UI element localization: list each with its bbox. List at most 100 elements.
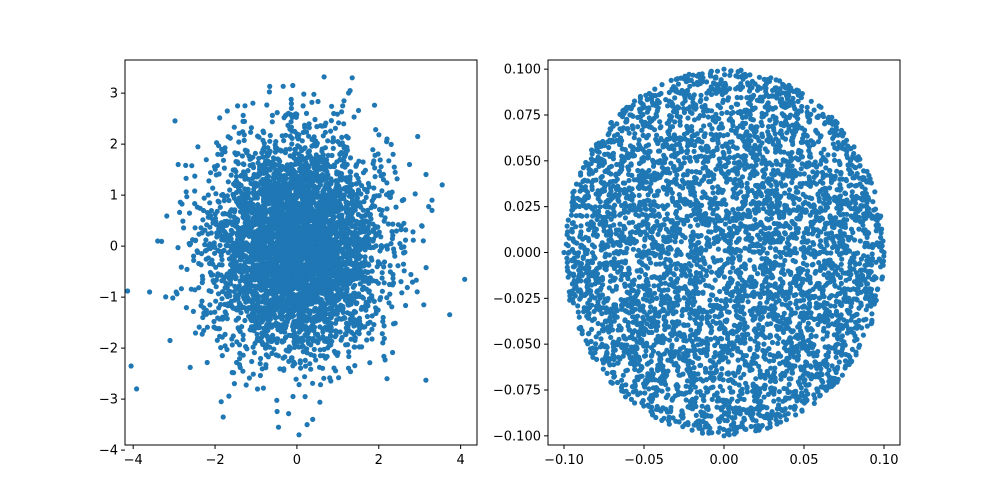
scatter-point	[378, 164, 384, 170]
scatter-point	[326, 245, 332, 251]
scatter-point	[404, 284, 410, 291]
scatter-point	[328, 231, 334, 237]
scatter-point	[310, 380, 316, 386]
scatter-point	[328, 342, 334, 348]
scatter-point	[423, 265, 429, 271]
scatter-point	[333, 258, 339, 264]
scatter-point	[287, 309, 293, 315]
scatter-point	[258, 181, 264, 187]
scatter-point	[183, 175, 189, 181]
scatter-point	[310, 416, 316, 422]
scatter-point	[241, 132, 247, 138]
scatter-point	[288, 119, 294, 125]
scatter-point	[233, 152, 239, 158]
scatter-point	[341, 145, 347, 151]
scatter-point	[243, 175, 249, 181]
scatter-point	[283, 285, 289, 291]
scatter-point	[244, 346, 250, 352]
scatter-point	[362, 247, 368, 253]
scatter-point	[281, 138, 287, 144]
scatter-point	[302, 122, 308, 128]
scatter-point	[233, 173, 240, 180]
scatter-point	[336, 214, 342, 220]
scatter-point	[325, 211, 332, 217]
scatter-point	[316, 221, 322, 227]
scatter-point	[202, 242, 208, 248]
scatter-point	[192, 225, 198, 231]
scatter-point	[183, 305, 189, 311]
scatter-point	[268, 301, 274, 307]
scatter-point	[252, 291, 258, 297]
scatter-point	[369, 313, 375, 319]
scatter-point	[235, 225, 241, 231]
scatter-point	[218, 253, 224, 259]
scatter-point	[353, 225, 359, 231]
scatter-point	[334, 242, 341, 248]
scatter-point	[298, 273, 305, 279]
scatter-point	[317, 281, 323, 287]
scatter-point	[281, 366, 287, 372]
scatter-point	[350, 310, 357, 316]
scatter-point	[369, 257, 375, 263]
scatter-point	[346, 349, 352, 355]
scatter-point	[236, 287, 243, 293]
scatter-point	[423, 377, 429, 383]
scatter-point	[329, 282, 335, 288]
scatter-point	[373, 278, 379, 284]
scatter-point	[307, 361, 313, 367]
scatter-point	[393, 204, 399, 210]
scatter-point	[274, 408, 280, 415]
scatter-point	[360, 159, 366, 165]
scatter-point	[379, 288, 385, 294]
scatter-point	[219, 353, 225, 359]
scatter-point	[200, 207, 207, 214]
scatter-point	[240, 112, 246, 118]
scatter-point	[285, 316, 291, 322]
scatter-point	[219, 278, 225, 284]
scatter-point	[213, 284, 219, 290]
scatter-point	[250, 301, 256, 307]
scatter-point	[345, 275, 351, 281]
scatter-point	[286, 192, 292, 199]
scatter-point	[134, 386, 140, 392]
scatter-point	[344, 327, 350, 333]
scatter-point	[311, 91, 317, 97]
scatter-point	[198, 251, 205, 257]
scatter-point	[315, 98, 321, 105]
scatter-point	[314, 194, 320, 200]
scatter-point	[381, 323, 387, 329]
scatter-point	[282, 219, 288, 225]
scatter-point	[181, 225, 187, 231]
scatter-point	[219, 237, 225, 243]
scatter-point	[355, 107, 362, 114]
scatter-point	[305, 233, 311, 239]
scatter-point	[309, 173, 315, 179]
scatter-point	[312, 215, 318, 221]
scatter-point	[388, 241, 394, 247]
scatter-point	[199, 331, 205, 337]
scatter-point	[285, 168, 291, 174]
scatter-point	[338, 149, 344, 156]
left-scatter-points	[125, 74, 468, 438]
scatter-point	[364, 313, 370, 320]
scatter-point	[275, 156, 281, 162]
scatter-point	[202, 227, 208, 233]
scatter-point	[335, 264, 341, 270]
scatter-point	[356, 245, 362, 251]
scatter-point	[284, 274, 291, 280]
scatter-point	[254, 305, 260, 312]
scatter-point	[356, 291, 362, 297]
scatter-point	[250, 371, 256, 377]
scatter-point	[309, 136, 315, 143]
scatter-point	[401, 268, 407, 274]
scatter-point	[360, 218, 366, 224]
scatter-point	[266, 201, 272, 207]
scatter-point	[349, 261, 355, 268]
scatter-point	[282, 189, 288, 195]
scatter-point	[220, 157, 227, 163]
scatter-point	[207, 302, 213, 308]
scatter-point	[309, 157, 315, 164]
scatter-point	[228, 262, 234, 268]
scatter-point	[392, 253, 398, 259]
